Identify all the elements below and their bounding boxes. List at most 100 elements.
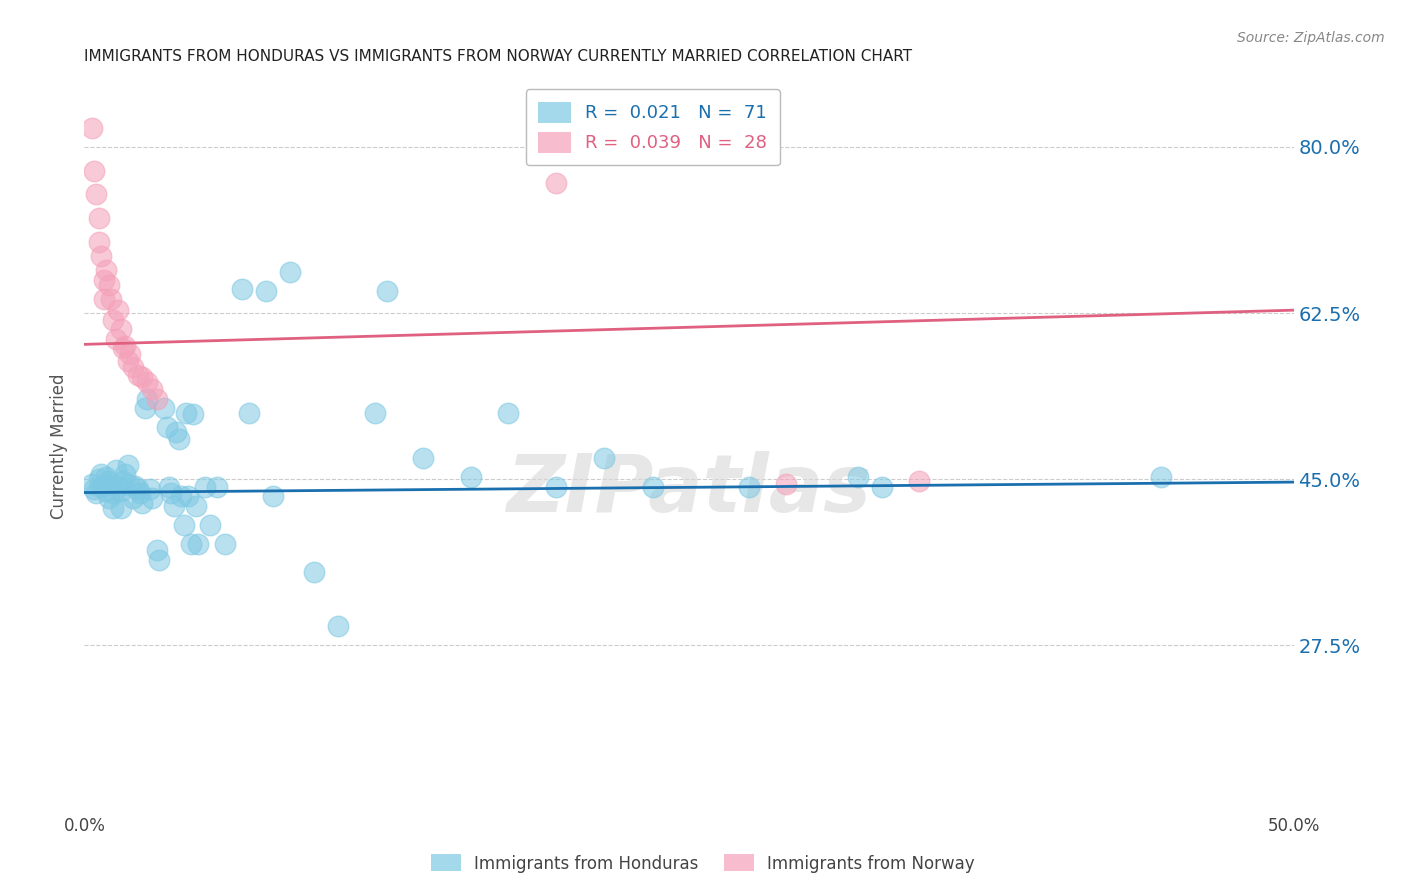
Point bbox=[90, 480, 112, 494]
Point bbox=[127, 482, 149, 496]
Point bbox=[775, 477, 797, 491]
Point bbox=[278, 265, 301, 279]
Point bbox=[173, 517, 195, 532]
Point bbox=[375, 284, 398, 298]
Point bbox=[93, 292, 115, 306]
Point bbox=[187, 537, 209, 551]
Point bbox=[100, 292, 122, 306]
Point bbox=[124, 479, 146, 493]
Point bbox=[114, 467, 136, 482]
Point bbox=[180, 537, 202, 551]
Point bbox=[107, 479, 129, 493]
Point bbox=[93, 478, 115, 492]
Point bbox=[460, 470, 482, 484]
Text: ZIPatlas: ZIPatlas bbox=[506, 450, 872, 529]
Point bbox=[114, 339, 136, 353]
Point bbox=[103, 486, 125, 500]
Point bbox=[97, 491, 120, 506]
Point bbox=[231, 282, 253, 296]
Point bbox=[94, 263, 117, 277]
Point bbox=[141, 491, 163, 506]
Point bbox=[167, 433, 190, 447]
Point bbox=[112, 474, 135, 488]
Point bbox=[129, 486, 152, 500]
Point bbox=[872, 480, 894, 494]
Point bbox=[238, 406, 260, 420]
Point bbox=[738, 480, 761, 494]
Point bbox=[83, 163, 105, 178]
Point bbox=[121, 360, 143, 375]
Point bbox=[117, 353, 139, 368]
Point bbox=[198, 517, 221, 532]
Text: IMMIGRANTS FROM HONDURAS VS IMMIGRANTS FROM NORWAY CURRENTLY MARRIED CORRELATION: IMMIGRANTS FROM HONDURAS VS IMMIGRANTS F… bbox=[84, 49, 912, 64]
Point bbox=[194, 480, 217, 494]
Y-axis label: Currently Married: Currently Married bbox=[51, 373, 69, 519]
Point bbox=[131, 369, 153, 384]
Point bbox=[86, 486, 108, 500]
Point bbox=[112, 341, 135, 355]
Point bbox=[80, 120, 103, 135]
Point bbox=[90, 249, 112, 263]
Point bbox=[214, 537, 236, 551]
Point bbox=[412, 451, 434, 466]
Point bbox=[174, 406, 197, 420]
Point bbox=[87, 235, 110, 249]
Point bbox=[136, 376, 159, 390]
Point bbox=[544, 176, 567, 190]
Point bbox=[184, 499, 207, 513]
Text: Source: ZipAtlas.com: Source: ZipAtlas.com bbox=[1237, 31, 1385, 45]
Point bbox=[181, 407, 204, 421]
Point bbox=[262, 489, 284, 503]
Point bbox=[302, 566, 325, 580]
Point bbox=[87, 211, 110, 225]
Point bbox=[641, 480, 664, 494]
Point bbox=[121, 491, 143, 506]
Point bbox=[94, 483, 117, 498]
Point bbox=[165, 425, 187, 439]
Point bbox=[103, 312, 125, 326]
Point bbox=[87, 472, 110, 486]
Point bbox=[153, 401, 176, 415]
Legend: R =  0.021   N =  71, R =  0.039   N =  28: R = 0.021 N = 71, R = 0.039 N = 28 bbox=[526, 89, 780, 165]
Point bbox=[86, 187, 108, 202]
Point bbox=[170, 489, 193, 503]
Point bbox=[177, 489, 200, 503]
Point bbox=[1149, 470, 1171, 484]
Point bbox=[155, 420, 177, 434]
Point bbox=[97, 474, 120, 488]
Point bbox=[110, 500, 132, 515]
Point bbox=[107, 303, 129, 318]
Point bbox=[110, 322, 132, 336]
Point bbox=[100, 478, 122, 492]
Point bbox=[207, 480, 229, 494]
Point bbox=[136, 392, 159, 406]
Point bbox=[80, 477, 103, 491]
Point bbox=[146, 392, 169, 406]
Point bbox=[127, 368, 149, 382]
Point bbox=[104, 463, 127, 477]
Point bbox=[93, 273, 115, 287]
Point bbox=[104, 332, 127, 346]
Point bbox=[83, 482, 105, 496]
Point bbox=[138, 482, 160, 496]
Legend: Immigrants from Honduras, Immigrants from Norway: Immigrants from Honduras, Immigrants fro… bbox=[425, 847, 981, 880]
Point bbox=[328, 619, 350, 633]
Point bbox=[160, 486, 183, 500]
Point bbox=[496, 406, 519, 420]
Point bbox=[846, 470, 869, 484]
Point bbox=[134, 401, 156, 415]
Point bbox=[110, 483, 132, 498]
Point bbox=[254, 284, 277, 298]
Point bbox=[544, 480, 567, 494]
Point bbox=[94, 470, 117, 484]
Point bbox=[157, 480, 180, 494]
Point bbox=[117, 458, 139, 472]
Point bbox=[103, 500, 125, 515]
Point bbox=[163, 499, 186, 513]
Point bbox=[146, 543, 169, 558]
Point bbox=[90, 467, 112, 482]
Point bbox=[120, 347, 142, 361]
Point bbox=[907, 474, 929, 488]
Point bbox=[120, 478, 142, 492]
Point bbox=[148, 553, 170, 567]
